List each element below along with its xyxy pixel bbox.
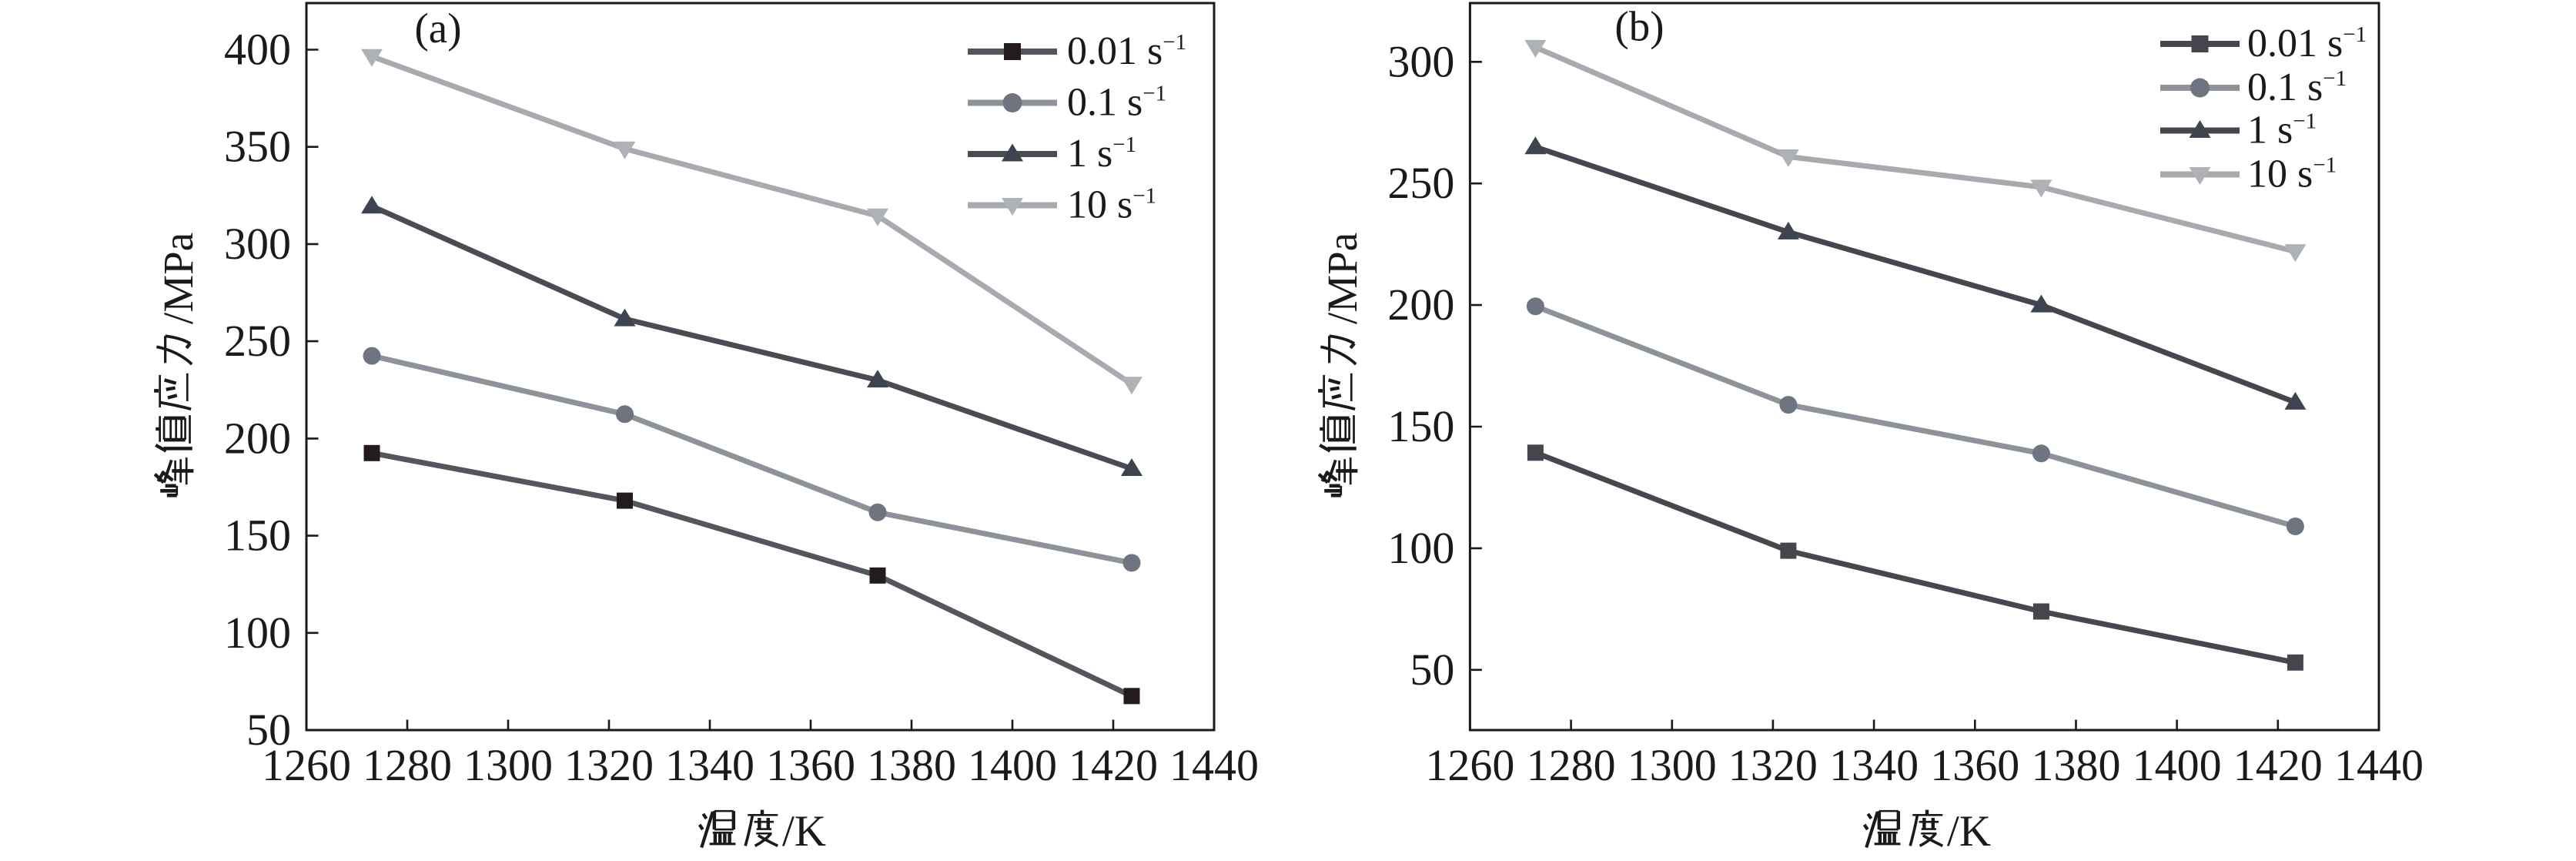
svg-text:200: 200: [1387, 280, 1454, 330]
svg-text:1380: 1380: [2032, 740, 2121, 790]
svg-text:1280: 1280: [363, 740, 452, 790]
svg-text:0.01 s−1: 0.01 s−1: [2247, 22, 2367, 65]
svg-text:300: 300: [1387, 36, 1454, 86]
svg-text:1400: 1400: [2133, 740, 2222, 790]
svg-text:/K: /K: [1947, 807, 1991, 856]
svg-text:50: 50: [246, 705, 291, 755]
svg-text:1300: 1300: [463, 740, 553, 790]
svg-text:(a): (a): [414, 5, 461, 52]
svg-text:1440: 1440: [2334, 740, 2424, 790]
svg-text:150: 150: [1387, 401, 1454, 451]
svg-text:/MPa: /MPa: [1319, 233, 1366, 324]
svg-text:1340: 1340: [665, 740, 754, 790]
svg-text:100: 100: [224, 608, 291, 658]
svg-text:1300: 1300: [1628, 740, 1717, 790]
svg-text:1380: 1380: [867, 740, 956, 790]
svg-text:200: 200: [224, 413, 291, 463]
svg-text:150: 150: [224, 511, 291, 561]
svg-text:1360: 1360: [766, 740, 855, 790]
svg-text:/K: /K: [782, 807, 826, 856]
svg-text:1260: 1260: [1425, 740, 1514, 790]
svg-text:1320: 1320: [1728, 740, 1818, 790]
svg-text:1400: 1400: [968, 740, 1057, 790]
svg-text:(b): (b): [1614, 3, 1664, 50]
svg-text:1360: 1360: [1930, 740, 2019, 790]
svg-text:1280: 1280: [1527, 740, 1616, 790]
svg-text:100: 100: [1387, 523, 1454, 573]
svg-text:1320: 1320: [564, 740, 654, 790]
svg-text:/MPa: /MPa: [155, 233, 202, 324]
svg-text:250: 250: [224, 316, 291, 366]
svg-text:1340: 1340: [1829, 740, 1919, 790]
svg-text:400: 400: [224, 25, 291, 75]
svg-text:250: 250: [1387, 158, 1454, 208]
svg-text:1260: 1260: [262, 740, 351, 790]
svg-text:350: 350: [224, 122, 291, 172]
svg-text:1420: 1420: [2233, 740, 2323, 790]
svg-text:50: 50: [1410, 645, 1454, 695]
svg-text:1420: 1420: [1069, 740, 1158, 790]
svg-text:10 s−1: 10 s−1: [2247, 152, 2337, 196]
svg-text:300: 300: [224, 219, 291, 269]
svg-text:1440: 1440: [1169, 740, 1259, 790]
